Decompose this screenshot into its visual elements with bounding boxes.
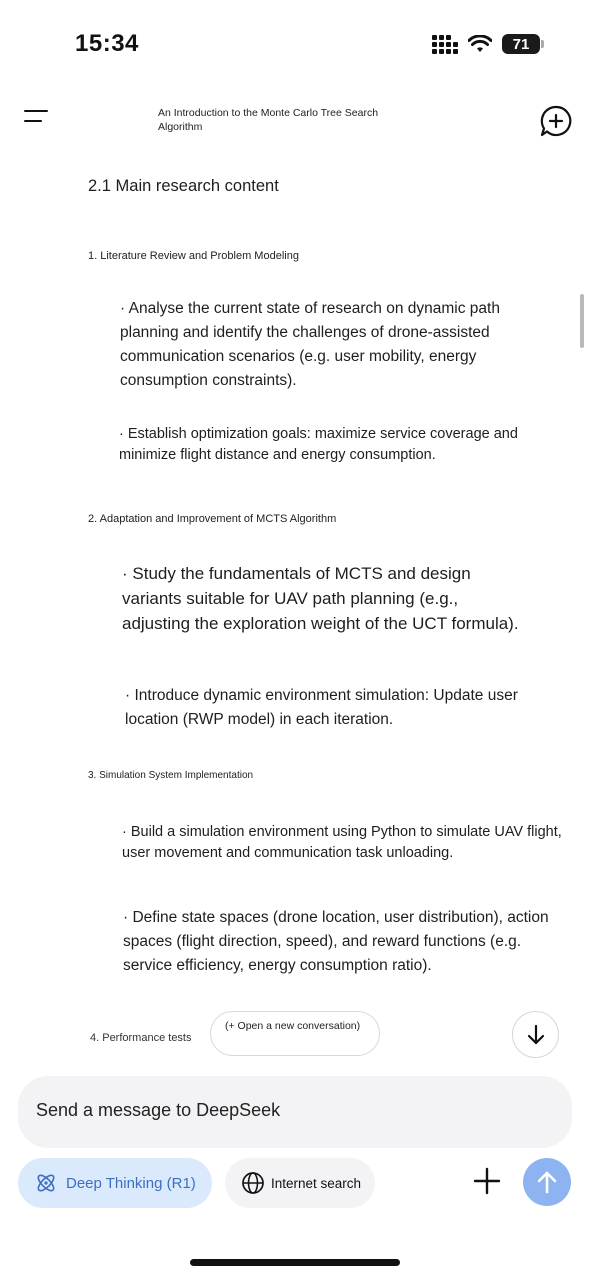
send-button[interactable] (523, 1158, 571, 1206)
atom-icon (37, 1174, 55, 1192)
globe-icon (242, 1172, 264, 1194)
internet-search-button[interactable]: Internet search (225, 1158, 375, 1208)
arrow-down-icon (527, 1024, 544, 1044)
new-chat-button[interactable] (539, 104, 573, 138)
arrow-up-icon (537, 1171, 557, 1194)
bullet-paragraph: · Introduce dynamic environment simulati… (125, 687, 518, 728)
battery-icon: 71 (502, 34, 544, 54)
section-heading: 3. Simulation System Implementation (88, 770, 254, 781)
status-icons: 71 (432, 34, 544, 54)
conversation-title: An Introduction to the Monte Carlo Tree … (158, 107, 379, 133)
section-title: 2.1 Main research content (88, 177, 279, 195)
home-indicator[interactable] (190, 1259, 400, 1266)
deep-thinking-button[interactable]: Deep Thinking (R1) (18, 1158, 212, 1208)
open-new-conversation-button[interactable]: (+ Open a new conversation) (210, 1011, 380, 1056)
message-input[interactable] (18, 1076, 572, 1148)
internet-search-label: Internet search (271, 1175, 362, 1191)
menu-icon-line (24, 120, 42, 122)
deep-thinking-label: Deep Thinking (R1) (66, 1174, 196, 1192)
scrollbar[interactable] (580, 294, 584, 348)
section-heading: 2. Adaptation and Improvement of MCTS Al… (88, 513, 337, 525)
menu-button[interactable] (24, 110, 48, 130)
menu-icon (24, 110, 48, 112)
bullet-paragraph: · Define state spaces (drone location, u… (123, 909, 549, 974)
bullet-paragraph: · Analyse the current state of research … (120, 300, 500, 389)
scroll-down-button[interactable] (512, 1011, 559, 1058)
bullet-paragraph: · Study the fundamentals of MCTS and des… (122, 564, 519, 633)
bullet-paragraph: · Build a simulation environment using P… (122, 824, 562, 861)
status-time: 15:34 (75, 30, 139, 57)
section-heading: 1. Literature Review and Problem Modelin… (88, 250, 299, 262)
signal-icon (432, 34, 458, 54)
attach-plus-button[interactable] (472, 1166, 502, 1196)
wifi-icon (468, 35, 492, 52)
section-heading: 4. Performance tests (90, 1032, 192, 1044)
bullet-paragraph: · Establish optimization goals: maximize… (119, 426, 518, 463)
message-input-placeholder: Send a message to DeepSeek (36, 1100, 281, 1120)
open-conversation-label: (+ Open a new conversation) (225, 1020, 361, 1032)
